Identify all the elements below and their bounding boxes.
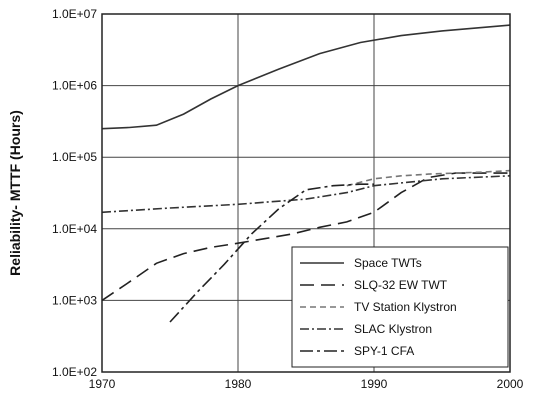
plot-frame (101, 13, 511, 373)
legend-label: Space TWTs (354, 256, 422, 270)
y-tick-labels: 1.0E+02 1.0E+03 1.0E+04 1.0E+05 1.0E+06 1.0E+… (52, 7, 97, 379)
x-tick-label: 1990 (361, 377, 388, 391)
y-tick-label: 1.0E+06 (52, 79, 97, 93)
legend-label: SLAC Klystron (354, 322, 432, 336)
legend-label: SPY-1 CFA (354, 344, 414, 358)
y-tick-label: 1.0E+07 (52, 7, 97, 21)
series-line-spy-1-cfa (169, 183, 374, 323)
series-line-slq-32-ew-twt (101, 172, 510, 302)
x-tick-label: 2000 (497, 377, 524, 391)
series-line-space-twts (101, 24, 511, 130)
y-tick-label: 1.0E+02 (52, 365, 97, 379)
y-axis-label: Reliability- MTTF (Hours) (7, 110, 23, 276)
x-tick-label: 1980 (225, 377, 252, 391)
legend: Space TWTs SLQ-32 EW TWT TV Station Klystr… (291, 246, 509, 368)
series-line-slac-klystron (101, 175, 511, 214)
legend-label: SLQ-32 EW TWT (354, 278, 448, 292)
y-tick-label: 1.0E+03 (52, 293, 97, 307)
x-tick-label: 1970 (89, 377, 116, 391)
series-line-tv-station-klystron (346, 169, 511, 187)
y-tick-label: 1.0E+05 (52, 150, 97, 164)
series-lines (101, 24, 511, 323)
legend-items: Space TWTs SLQ-32 EW TWT TV Station Klystr… (300, 256, 457, 358)
legend-box (291, 246, 509, 368)
x-tick-labels: 1970 1980 1990 2000 (89, 377, 524, 391)
legend-label: TV Station Klystron (354, 300, 457, 314)
y-tick-label: 1.0E+04 (52, 222, 97, 236)
